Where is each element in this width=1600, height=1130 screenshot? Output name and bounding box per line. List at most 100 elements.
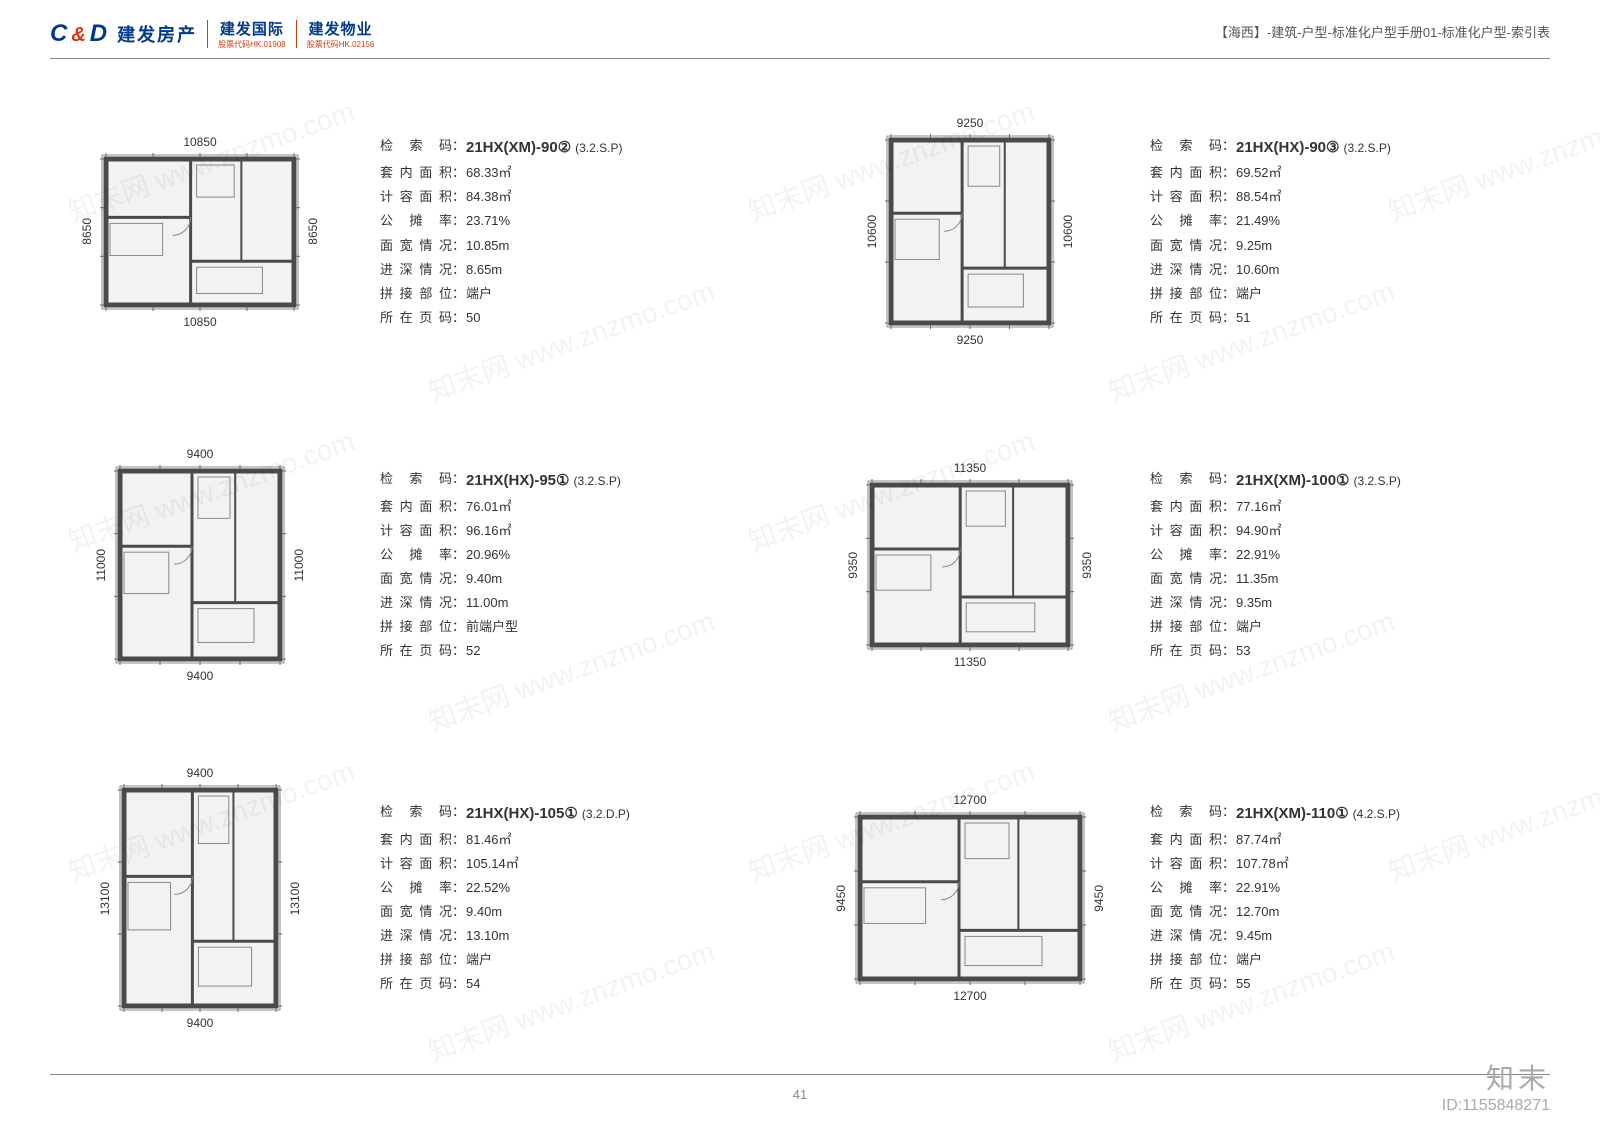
footer-brand-id: ID:1155848271 (1442, 1097, 1550, 1115)
spec-label: 计容面积 (1150, 852, 1222, 876)
spec-colon: ： (1222, 639, 1236, 663)
spec-label: 公摊率 (380, 543, 452, 567)
spec-block: 检索码 ： 21HX(XM)-110①(4.2.S.P) 套内面积 ： 87.7… (1150, 800, 1400, 996)
spec-value: 20.96% (466, 543, 510, 567)
spec-label: 检索码 (1150, 800, 1222, 828)
spec-value: 21HX(XM)-100①(3.2.S.P) (1236, 467, 1401, 495)
dim-top: 9250 (957, 116, 984, 130)
spec-colon: ： (1222, 900, 1236, 924)
spec-label: 面宽情况 (1150, 900, 1222, 924)
plan-wrap: 9400 11000 11000 9400 (60, 447, 340, 683)
logo-divider-2 (296, 20, 297, 48)
spec-block: 检索码 ： 21HX(XM)-100①(3.2.S.P) 套内面积 ： 77.1… (1150, 467, 1401, 663)
spec-row-depth: 进深情况 ： 11.00m (380, 591, 621, 615)
spec-value: 11.35m (1236, 567, 1278, 591)
spec-value: 55 (1236, 972, 1250, 996)
spec-row-share_rate: 公摊率 ： 21.49% (1150, 209, 1391, 233)
logo-cd-icon: C&D (50, 20, 107, 48)
spec-value: 69.52㎡ (1236, 161, 1282, 185)
spec-label: 公摊率 (1150, 209, 1222, 233)
spec-colon: ： (452, 234, 466, 258)
spec-row-inner_area: 套内面积 ： 76.01㎡ (380, 495, 621, 519)
spec-value: 10.85m (466, 234, 509, 258)
spec-label: 面宽情况 (1150, 234, 1222, 258)
dim-bottom: 9400 (187, 669, 214, 683)
spec-row-page: 所在页码 ： 52 (380, 639, 621, 663)
logo-main-text: 建发房产 (117, 21, 197, 47)
spec-colon: ： (1222, 876, 1236, 900)
spec-value: 54 (466, 972, 480, 996)
dim-left: 8650 (80, 218, 94, 245)
spec-row-depth: 进深情况 ： 9.45m (1150, 924, 1400, 948)
plan-row: 9350 9350 (846, 479, 1094, 651)
dim-top: 9400 (187, 447, 214, 461)
spec-colon: ： (1222, 495, 1236, 519)
spec-row-depth: 进深情况 ： 8.65m (380, 258, 623, 282)
spec-value: 端户 (466, 282, 492, 306)
logo-sub2-text: 建发物业 (309, 18, 373, 39)
floor-plan-icon (100, 153, 300, 311)
spec-colon: ： (1222, 924, 1236, 948)
spec-colon: ： (452, 615, 466, 639)
spec-colon: ： (1222, 948, 1236, 972)
spec-value: 51 (1236, 306, 1250, 330)
spec-value: 87.74㎡ (1236, 828, 1282, 852)
spec-row-page: 所在页码 ： 51 (1150, 306, 1391, 330)
spec-value: 77.16㎡ (1236, 495, 1282, 519)
spec-value: 前端户型 (466, 615, 518, 639)
spec-row-page: 所在页码 ： 54 (380, 972, 630, 996)
spec-block: 检索码 ： 21HX(XM)-90②(3.2.S.P) 套内面积 ： 68.33… (380, 134, 623, 330)
spec-row-page: 所在页码 ： 53 (1150, 639, 1401, 663)
floor-plan-icon (866, 479, 1074, 651)
spec-colon: ： (1222, 467, 1236, 495)
dim-right: 11000 (292, 549, 306, 581)
spec-row-code: 检索码 ： 21HX(HX)-95①(3.2.S.P) (380, 467, 621, 495)
spec-value: 21HX(XM)-110①(4.2.S.P) (1236, 800, 1400, 828)
spec-label: 进深情况 (380, 591, 452, 615)
spec-block: 检索码 ： 21HX(HX)-95①(3.2.S.P) 套内面积 ： 76.01… (380, 467, 621, 663)
spec-label: 面宽情况 (380, 567, 452, 591)
spec-value: 53 (1236, 639, 1250, 663)
spec-colon: ： (452, 258, 466, 282)
spec-row-joint: 拼接部位 ： 端户 (1150, 615, 1401, 639)
unit-cell: 12700 9450 9450 12700 检索码 ： 21HX(XM)-110… (830, 747, 1540, 1050)
dim-top: 11350 (954, 461, 986, 475)
spec-label: 计容面积 (1150, 185, 1222, 209)
dim-right: 13100 (288, 882, 302, 915)
spec-label: 进深情况 (1150, 258, 1222, 282)
spec-colon: ： (452, 948, 466, 972)
spec-value: 9.40m (466, 567, 502, 591)
spec-label: 所在页码 (1150, 972, 1222, 996)
spec-colon: ： (1222, 161, 1236, 185)
spec-row-share_rate: 公摊率 ： 23.71% (380, 209, 623, 233)
spec-colon: ： (452, 519, 466, 543)
spec-label: 所在页码 (380, 972, 452, 996)
spec-value: 12.70m (1236, 900, 1279, 924)
spec-colon: ： (452, 209, 466, 233)
dim-bottom: 9400 (187, 1016, 214, 1030)
spec-label: 检索码 (1150, 134, 1222, 162)
plan-wrap: 12700 9450 9450 12700 (830, 793, 1110, 1003)
spec-colon: ： (1222, 258, 1236, 282)
spec-colon: ： (1222, 972, 1236, 996)
spec-row-code: 检索码 ： 21HX(HX)-105①(3.2.D.P) (380, 800, 630, 828)
spec-label: 进深情况 (380, 258, 452, 282)
spec-value: 76.01㎡ (466, 495, 512, 519)
spec-colon: ： (452, 972, 466, 996)
dim-left: 13100 (98, 882, 112, 915)
spec-row-joint: 拼接部位 ： 端户 (1150, 282, 1391, 306)
spec-row-calc_area: 计容面积 ： 84.38㎡ (380, 185, 623, 209)
spec-value: 21HX(HX)-95①(3.2.S.P) (466, 467, 621, 495)
spec-label: 公摊率 (1150, 876, 1222, 900)
spec-row-joint: 拼接部位 ： 端户 (380, 948, 630, 972)
spec-label: 所在页码 (380, 639, 452, 663)
spec-colon: ： (1222, 852, 1236, 876)
spec-colon: ： (452, 567, 466, 591)
footer-brand: 知末 ID:1155848271 (1442, 1057, 1550, 1115)
spec-colon: ： (1222, 209, 1236, 233)
floor-plan-icon (885, 134, 1055, 329)
spec-value: 端户 (466, 948, 492, 972)
spec-label: 检索码 (380, 800, 452, 828)
floor-plan-icon (118, 784, 282, 1012)
spec-colon: ： (452, 467, 466, 495)
